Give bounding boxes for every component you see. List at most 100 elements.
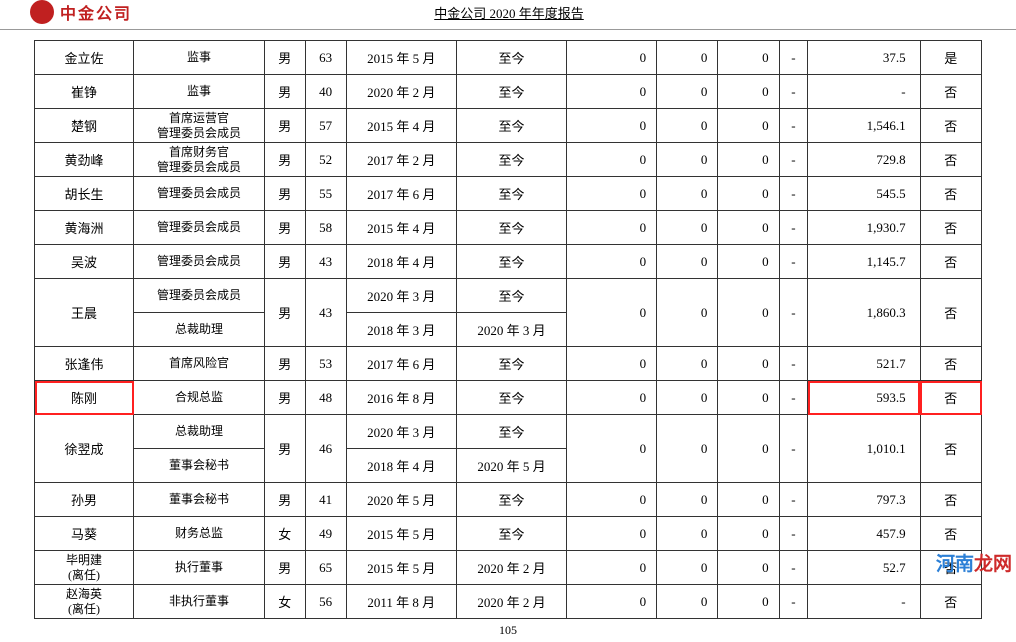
table-cell: -	[808, 75, 920, 109]
table-row: 黄海洲管理委员会成员男582015 年 4 月至今000-1,930.7否	[35, 211, 982, 245]
table-cell: 首席风险官	[134, 347, 265, 381]
report-title: 中金公司 2020 年年度报告	[132, 3, 886, 22]
company-name: 中金公司	[60, 0, 132, 24]
table-cell: 至今	[456, 177, 566, 211]
table-cell: 男	[264, 551, 305, 585]
table-cell: -	[779, 517, 808, 551]
table-cell: 否	[920, 245, 981, 279]
table-cell: 0	[718, 211, 779, 245]
table-row: 楚钢首席运营官管理委员会成员男572015 年 4 月至今000-1,546.1…	[35, 109, 982, 143]
table-cell: 40	[305, 75, 346, 109]
table-cell: 0	[718, 279, 779, 347]
table-cell: 2020 年 3 月	[346, 279, 456, 313]
table-row: 崔铮监事男402020 年 2 月至今000--否	[35, 75, 982, 109]
table-cell: 管理委员会成员	[134, 245, 265, 279]
table-cell: 否	[920, 483, 981, 517]
table-cell: 2018 年 3 月	[346, 313, 456, 347]
table-cell: 41	[305, 483, 346, 517]
table-cell: 0	[657, 109, 718, 143]
table-cell: 男	[264, 381, 305, 415]
table-cell: 0	[657, 415, 718, 483]
table-cell: 至今	[456, 483, 566, 517]
table-cell: 2020 年 2 月	[346, 75, 456, 109]
table-cell: 46	[305, 415, 346, 483]
table-cell: 2020 年 2 月	[456, 551, 566, 585]
table-cell: 黄海洲	[35, 211, 134, 245]
table-cell: 0	[657, 211, 718, 245]
table-cell: 男	[264, 245, 305, 279]
table-cell: 0	[657, 585, 718, 619]
table-cell: 52.7	[808, 551, 920, 585]
table-cell: 2017 年 2 月	[346, 143, 456, 177]
table-cell: 0	[657, 517, 718, 551]
table-cell: 否	[920, 381, 981, 415]
table-row: 黄劲峰首席财务官管理委员会成员男522017 年 2 月至今000-729.8否	[35, 143, 982, 177]
table-cell: 至今	[456, 381, 566, 415]
table-cell: 男	[264, 211, 305, 245]
table-cell: 797.3	[808, 483, 920, 517]
table-cell: 0	[567, 517, 657, 551]
table-cell: 否	[920, 75, 981, 109]
table-cell: 1,145.7	[808, 245, 920, 279]
table-cell: 0	[718, 483, 779, 517]
table-cell: 至今	[456, 245, 566, 279]
table-cell: 楚钢	[35, 109, 134, 143]
table-cell: 男	[264, 41, 305, 75]
table-cell: -	[779, 279, 808, 347]
table-cell: 56	[305, 585, 346, 619]
table-row: 张逢伟首席风险官男532017 年 6 月至今000-521.7否	[35, 347, 982, 381]
table-cell: 至今	[456, 211, 566, 245]
table-cell: 总裁助理	[134, 313, 265, 347]
table-cell: 457.9	[808, 517, 920, 551]
table-cell: 董事会秘书	[134, 483, 265, 517]
table-cell: 521.7	[808, 347, 920, 381]
table-row: 吴波管理委员会成员男432018 年 4 月至今000-1,145.7否	[35, 245, 982, 279]
table-row: 孙男董事会秘书男412020 年 5 月至今000-797.3否	[35, 483, 982, 517]
table-cell: 2020 年 2 月	[456, 585, 566, 619]
table-cell: 0	[657, 177, 718, 211]
table-cell: 男	[264, 177, 305, 211]
table-cell: 0	[567, 551, 657, 585]
table-cell: 至今	[456, 109, 566, 143]
table-cell: 2020 年 3 月	[346, 415, 456, 449]
table-cell: 2018 年 4 月	[346, 245, 456, 279]
table-cell: 63	[305, 41, 346, 75]
table-cell: -	[779, 551, 808, 585]
table-cell: -	[779, 75, 808, 109]
table-cell: 0	[718, 109, 779, 143]
table-cell: 赵海英(离任)	[35, 585, 134, 619]
table-row: 马葵财务总监女492015 年 5 月至今000-457.9否	[35, 517, 982, 551]
table-cell: 是	[920, 41, 981, 75]
table-cell: 毕明建(离任)	[35, 551, 134, 585]
table-cell: 1,546.1	[808, 109, 920, 143]
table-cell: 0	[657, 245, 718, 279]
table-cell: -	[779, 415, 808, 483]
table-cell: 0	[657, 75, 718, 109]
table-cell: 43	[305, 245, 346, 279]
table-cell: 2015 年 4 月	[346, 109, 456, 143]
table-cell: 管理委员会成员	[134, 177, 265, 211]
table-cell: 0	[567, 245, 657, 279]
table-cell: 陈刚	[35, 381, 134, 415]
table-cell: 0	[657, 483, 718, 517]
table-cell: 37.5	[808, 41, 920, 75]
table-cell: 非执行董事	[134, 585, 265, 619]
table-cell: 否	[920, 347, 981, 381]
table-cell: 2011 年 8 月	[346, 585, 456, 619]
table-cell: 65	[305, 551, 346, 585]
table-cell: 孙男	[35, 483, 134, 517]
table-cell: -	[779, 347, 808, 381]
table-row: 胡长生管理委员会成员男552017 年 6 月至今000-545.5否	[35, 177, 982, 211]
table-cell: 0	[567, 211, 657, 245]
table-cell: 至今	[456, 279, 566, 313]
table-cell: 2015 年 5 月	[346, 41, 456, 75]
table-cell: -	[779, 381, 808, 415]
personnel-table: 金立佐监事男632015 年 5 月至今000-37.5是崔铮监事男402020…	[34, 40, 982, 619]
table-cell: 0	[567, 347, 657, 381]
table-cell: 0	[718, 41, 779, 75]
table-cell: 593.5	[808, 381, 920, 415]
table-cell: 0	[567, 143, 657, 177]
table-cell: 总裁助理	[134, 415, 265, 449]
table-cell: -	[779, 143, 808, 177]
logo-icon	[30, 0, 54, 24]
